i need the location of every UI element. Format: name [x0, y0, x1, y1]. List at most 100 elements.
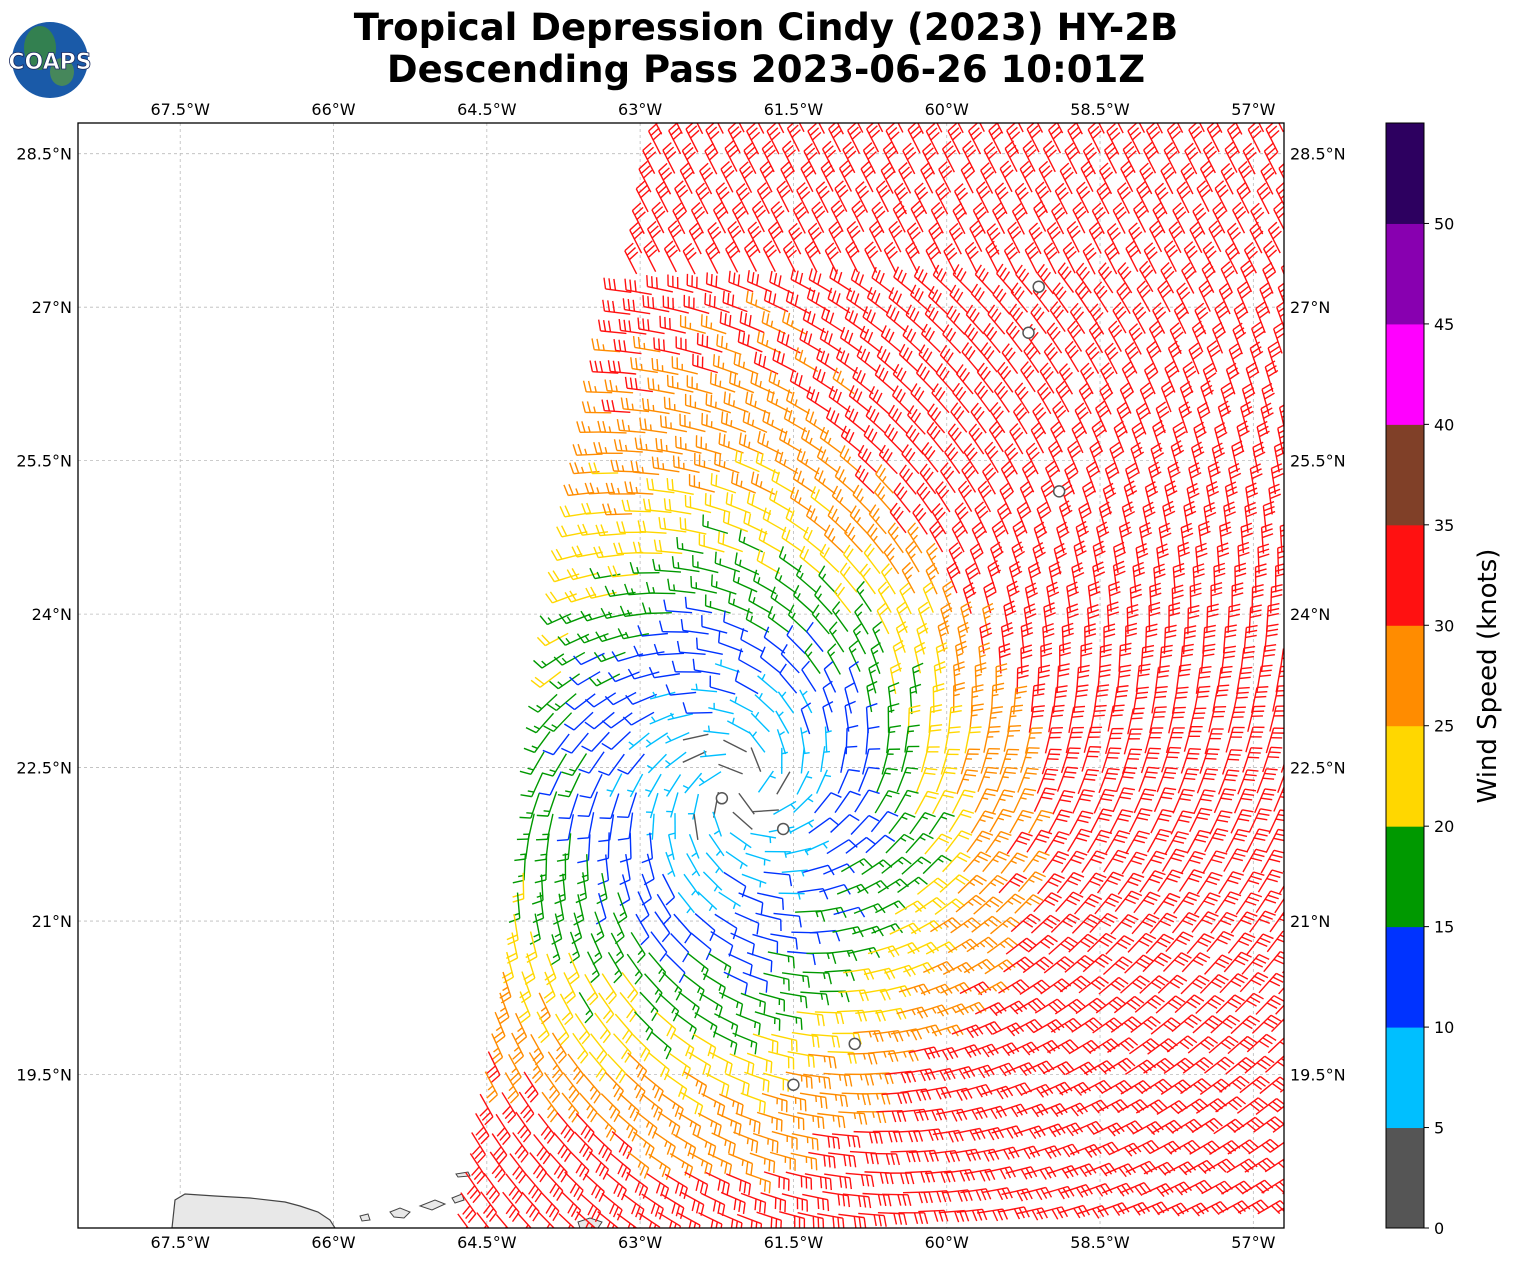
wind-barb [807, 222, 822, 255]
wind-barb [931, 383, 950, 414]
wind-barb [603, 277, 632, 294]
wind-barb [1291, 1015, 1319, 1034]
wind-barb [717, 531, 743, 553]
wind-barb [1038, 160, 1053, 193]
wind-barb [1054, 182, 1069, 215]
wind-barb [712, 201, 728, 234]
wind-barb [734, 450, 760, 473]
lon-tick-top: 61.5°W [764, 100, 824, 119]
wind-barb [778, 428, 803, 454]
wind-barb [807, 123, 822, 155]
wind-barb [696, 332, 723, 353]
wind-barb [1117, 262, 1133, 294]
wind-barb [1290, 810, 1312, 834]
wind-barb [935, 481, 951, 513]
wind-barb [1010, 282, 1029, 313]
wind-barb [756, 182, 771, 214]
wind-barb [860, 160, 875, 193]
wind-barb [977, 480, 992, 513]
wind-barb [1001, 343, 1019, 375]
wind-barb [863, 424, 884, 454]
wind-barb [819, 426, 842, 454]
wind-barb [829, 266, 853, 293]
wind-barb [704, 292, 730, 314]
wind-barb [605, 482, 636, 495]
wind-barb [1064, 142, 1079, 175]
wind-barb [1198, 520, 1211, 552]
wind-barb [1136, 280, 1151, 313]
wind-barb [1249, 341, 1264, 374]
wind-barb [954, 183, 969, 215]
wind-barb [734, 552, 760, 576]
lon-tick-bottom: 67.5°W [150, 1233, 210, 1252]
wind-barb [1139, 382, 1154, 415]
wind-barb [1219, 521, 1232, 553]
wind-barb [547, 570, 580, 583]
wind-barb [716, 334, 742, 356]
wind-barb [686, 273, 713, 294]
wind-barb [758, 528, 783, 553]
colorbar-tick-label: 0 [1434, 1219, 1444, 1238]
wind-barb [690, 201, 706, 234]
wind-barb [819, 543, 840, 573]
wind-barb [932, 264, 953, 294]
wind-barb [1098, 162, 1114, 195]
wind-barb [910, 383, 930, 413]
wind-barb [1202, 141, 1217, 174]
wind-barb [926, 422, 945, 453]
wind-barb [756, 330, 782, 354]
wind-barb [1025, 442, 1040, 475]
wind-barb [704, 493, 731, 514]
wind-barb [668, 123, 683, 155]
wind-barb [724, 140, 739, 172]
wind-barb [965, 304, 985, 335]
wind-barb [878, 444, 898, 475]
wind-barb [821, 140, 837, 173]
wind-barb [1203, 501, 1217, 534]
wind-barb [1228, 342, 1243, 375]
wind-barb [1003, 242, 1018, 275]
wind-barb [839, 326, 863, 354]
wind-barb [688, 222, 703, 255]
wind-barb [868, 386, 890, 415]
wind-barb [616, 419, 646, 434]
wind-barb [771, 469, 795, 494]
wind-barb [1160, 261, 1175, 294]
wind-barb [593, 441, 623, 455]
lat-tick-right: 28.5°N [1290, 145, 1346, 164]
wind-barb [556, 525, 588, 538]
wind-barb [1130, 441, 1145, 474]
wind-barb [643, 498, 672, 514]
wind-barb [1223, 501, 1236, 533]
wind-barb [979, 123, 985, 132]
wind-barb [679, 413, 706, 433]
wind-barb [1205, 480, 1220, 513]
wind-barb [1082, 243, 1097, 275]
wind-barb [755, 451, 780, 475]
wind-barb [880, 162, 895, 194]
wind-barb [798, 123, 805, 133]
wind-barb [1156, 123, 1163, 134]
wind-barb [785, 389, 810, 415]
wind-barb [1127, 123, 1142, 155]
wind-barb [676, 537, 704, 554]
lon-tick-top: 67.5°W [150, 100, 210, 119]
wind-barb [655, 437, 683, 455]
wind-barb [935, 182, 950, 215]
wind-barb [738, 529, 764, 553]
wind-barb [563, 484, 595, 497]
wind-barb [876, 345, 898, 374]
wind-barb [1235, 123, 1243, 135]
wind-barb [746, 270, 772, 293]
wind-barb [746, 123, 761, 155]
wind-barb [1067, 440, 1082, 473]
wind-barb [899, 464, 917, 495]
wind-barb [550, 548, 583, 562]
wind-barb [907, 405, 926, 435]
wind-barb [943, 243, 958, 275]
wind-barb [1231, 440, 1245, 472]
wind-barb [624, 242, 639, 275]
wind-barb [1095, 400, 1110, 433]
wind-barb [1279, 524, 1284, 553]
wind-barb [1033, 200, 1048, 232]
